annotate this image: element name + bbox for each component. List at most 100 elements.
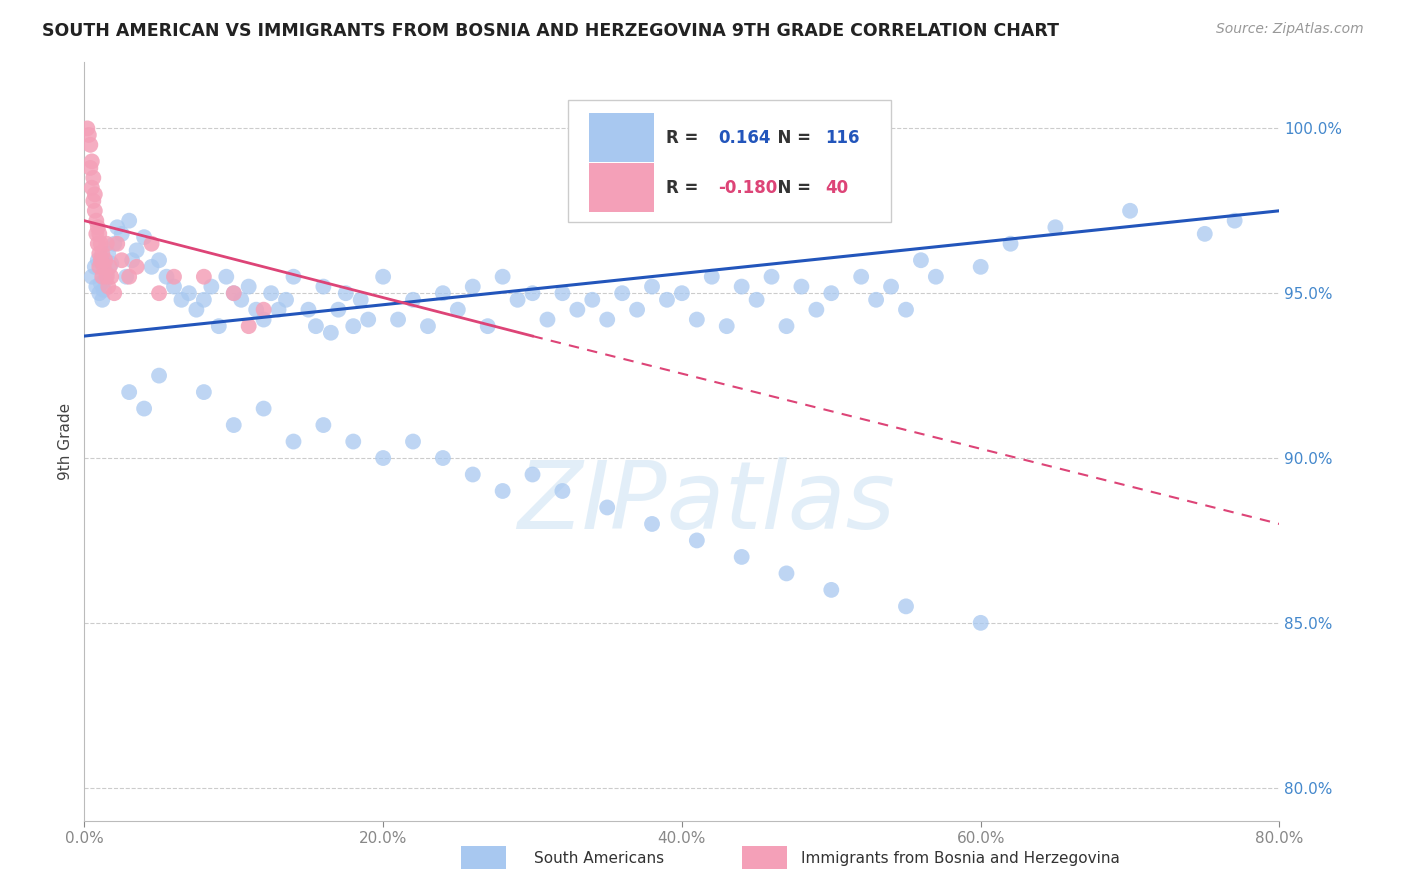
Point (596, 312, 619, 326)
Y-axis label: 9th Grade: 9th Grade (58, 403, 73, 480)
Point (745, 293, 768, 307)
Point (222, 286, 245, 301)
Point (238, 279, 260, 293)
Point (820, 286, 842, 301)
Point (177, 286, 200, 301)
Point (761, 269, 783, 284)
Point (93, 283, 115, 297)
Point (820, 582, 842, 597)
Point (350, 293, 373, 307)
Point (132, 401, 156, 416)
Point (98, 260, 121, 274)
Point (231, 293, 253, 307)
Point (342, 434, 364, 449)
Point (716, 319, 738, 334)
Point (641, 279, 664, 293)
Point (283, 269, 305, 284)
Point (83, 203, 105, 218)
Text: Immigrants from Bosnia and Herzegovina: Immigrants from Bosnia and Herzegovina (801, 851, 1121, 865)
Point (163, 279, 186, 293)
Point (671, 286, 693, 301)
Point (851, 269, 873, 284)
Point (700, 269, 723, 284)
Point (461, 467, 484, 482)
Point (90, 277, 112, 291)
Point (118, 269, 141, 284)
Point (894, 302, 917, 317)
Point (97, 246, 120, 260)
Point (581, 293, 603, 307)
Point (148, 286, 170, 301)
Point (80, 154, 103, 169)
Text: N =: N = (766, 128, 817, 146)
Point (447, 302, 470, 317)
Point (297, 302, 319, 317)
Point (312, 418, 335, 433)
Point (328, 302, 350, 317)
Point (238, 319, 260, 334)
Point (105, 236, 128, 251)
FancyBboxPatch shape (568, 100, 891, 221)
Point (118, 385, 141, 400)
Point (865, 293, 887, 307)
Point (373, 450, 395, 465)
Point (96, 267, 118, 281)
Point (82, 170, 104, 185)
Point (1000, 236, 1022, 251)
Point (100, 269, 122, 284)
Point (96, 236, 118, 251)
Point (100, 256, 122, 270)
Text: R =: R = (666, 178, 704, 196)
Point (790, 279, 813, 293)
Point (894, 599, 917, 614)
Point (89, 286, 111, 301)
Point (253, 302, 276, 317)
Point (319, 326, 342, 340)
Point (132, 230, 156, 244)
Point (90, 236, 112, 251)
Point (461, 279, 484, 293)
Point (125, 260, 148, 274)
Point (91, 246, 114, 260)
Point (87, 220, 110, 235)
Point (148, 253, 170, 268)
Point (80, 180, 103, 194)
Point (626, 302, 648, 317)
Point (283, 434, 305, 449)
Point (96, 269, 118, 284)
Point (94, 273, 117, 287)
Point (925, 269, 948, 284)
Point (97, 279, 120, 293)
Point (193, 293, 215, 307)
Point (402, 434, 425, 449)
Point (806, 302, 828, 317)
Point (86, 227, 108, 241)
Point (103, 236, 125, 251)
Point (612, 286, 634, 301)
Point (731, 279, 754, 293)
Point (357, 312, 380, 326)
Point (342, 319, 364, 334)
Point (506, 293, 529, 307)
Point (103, 286, 125, 301)
Point (1119, 203, 1142, 218)
Point (121, 253, 143, 268)
Point (125, 244, 148, 258)
Point (222, 418, 245, 433)
Point (731, 549, 754, 564)
Point (775, 319, 797, 334)
Point (1045, 220, 1067, 235)
Point (387, 312, 409, 326)
Point (200, 279, 222, 293)
Point (686, 533, 709, 548)
Point (86, 279, 108, 293)
Point (155, 269, 177, 284)
Point (305, 319, 328, 334)
Point (686, 312, 709, 326)
Point (148, 368, 170, 383)
Point (522, 286, 544, 301)
Text: -0.180: -0.180 (718, 178, 778, 196)
Point (93, 260, 115, 274)
Point (186, 302, 208, 317)
Point (253, 401, 276, 416)
